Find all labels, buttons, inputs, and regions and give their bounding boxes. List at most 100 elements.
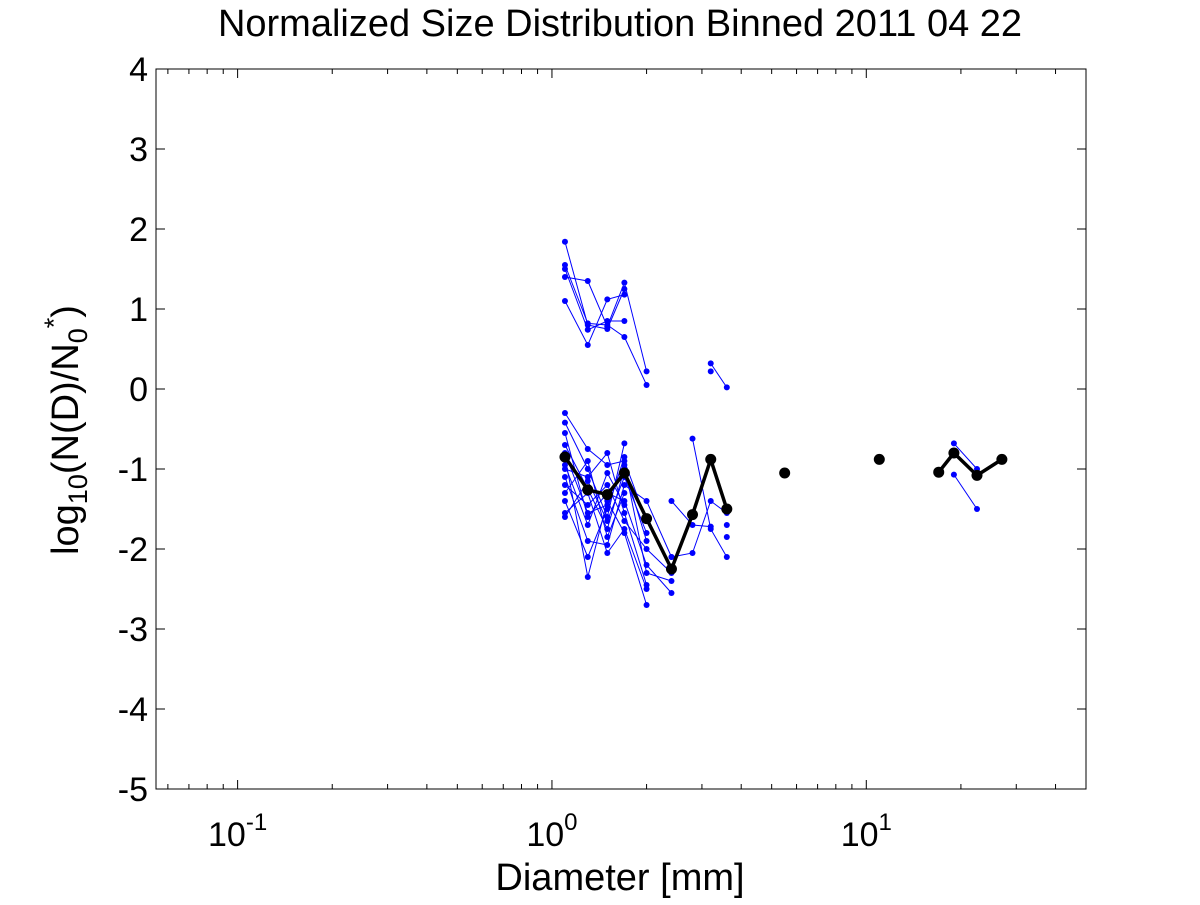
individual-point (584, 510, 591, 516)
mean-point (933, 466, 945, 478)
y-ticks (156, 68, 1086, 790)
mean-point (971, 469, 983, 481)
y-axis-label-main: (N(D)/N (45, 343, 87, 474)
x-tick-label-exponent: 0 (564, 809, 577, 836)
y-axis-label-subscript: 0 (63, 328, 93, 343)
individual-point (561, 474, 568, 480)
individual-series-line (564, 241, 625, 330)
individual-point (643, 368, 650, 375)
individual-point (723, 534, 730, 540)
individual-point (668, 498, 675, 504)
individual-point (604, 450, 611, 456)
individual-point (561, 430, 568, 436)
individual-point (584, 342, 591, 348)
individual-point (561, 298, 568, 304)
individual-point (643, 602, 650, 608)
mean-point (618, 467, 630, 479)
individual-point (561, 498, 568, 504)
individual-point (561, 238, 568, 245)
individual-point (973, 506, 980, 512)
individual-point (621, 286, 628, 292)
individual-point (689, 435, 696, 442)
individual-point (621, 490, 628, 496)
individual-point (707, 498, 714, 504)
individual-point (643, 586, 650, 592)
y-axis-label: log10(N(D)/N0*) (39, 305, 93, 555)
individual-series-line (953, 474, 978, 510)
individual-point (950, 471, 957, 478)
individual-point (668, 578, 675, 584)
individual-point (561, 274, 568, 280)
individual-series-line (953, 443, 978, 470)
individual-point (621, 510, 628, 516)
individual-point (584, 326, 591, 333)
individual-point (689, 522, 696, 528)
individual-point (643, 382, 650, 388)
mean-point (948, 447, 960, 459)
mean-point (582, 484, 594, 496)
individual-point (584, 538, 591, 544)
individual-point (561, 514, 568, 520)
individual-point (584, 502, 591, 508)
axes-box (155, 68, 1087, 790)
y-tick-label: 3 (129, 131, 148, 169)
individual-point (621, 482, 628, 488)
individual-point (561, 419, 568, 426)
y-tick-label: -2 (118, 531, 148, 569)
individual-point (668, 590, 675, 596)
individual-point (561, 410, 568, 416)
individual-point (643, 498, 650, 504)
x-tick-label-base: 10 (841, 816, 879, 854)
x-tick-label-exponent: -1 (246, 809, 267, 836)
individual-point (723, 384, 730, 391)
x-major-ticks (237, 69, 867, 789)
individual-point (584, 574, 591, 580)
individual-point (561, 442, 568, 448)
individual-point (561, 490, 568, 496)
individual-point (621, 526, 628, 532)
y-axis-label-log: log (45, 504, 87, 555)
individual-point (604, 462, 611, 468)
mean-point (996, 453, 1008, 465)
x-tick-label-base: 10 (526, 816, 564, 854)
mean-point (873, 453, 885, 465)
individual-point (604, 550, 611, 556)
y-tick-label: 4 (129, 51, 148, 89)
individual-point (604, 470, 611, 476)
mean-series-line (937, 451, 1003, 478)
individual-series-line (564, 464, 625, 527)
individual-point (584, 522, 591, 528)
x-minor-ticks (167, 69, 1087, 789)
individual-point (621, 518, 628, 524)
individual-point (604, 326, 611, 332)
y-axis-label-superscript: * (39, 317, 69, 328)
individual-point (621, 502, 628, 508)
individual-point (604, 542, 611, 548)
x-tick-label-exponent: 1 (879, 809, 892, 836)
individual-point (689, 550, 696, 556)
individual-point (561, 482, 568, 488)
mean-series-group (559, 447, 1008, 575)
individual-point (950, 440, 957, 447)
individual-point (668, 554, 675, 560)
y-tick-label: -1 (118, 451, 148, 489)
mean-point (665, 563, 677, 575)
y-tick-label: 2 (129, 211, 148, 249)
individual-series-line (564, 268, 625, 331)
individual-point (707, 368, 714, 375)
individual-point (561, 266, 568, 272)
chart-title: Normalized Size Distribution Binned 2011… (218, 3, 1022, 45)
individual-point (604, 482, 611, 488)
x-axis-label: Diameter [mm] (495, 857, 744, 899)
y-tick-label: -3 (118, 611, 148, 649)
individual-point (643, 538, 650, 544)
individual-point (561, 462, 568, 468)
individual-point (723, 554, 730, 560)
individual-point (621, 440, 628, 447)
individual-point (584, 446, 591, 452)
x-tick-label: 10-1 (208, 809, 267, 854)
y-tick-label: -4 (118, 691, 148, 729)
y-axis-label-base-subscript: 10 (63, 474, 93, 504)
individual-point (584, 478, 591, 484)
